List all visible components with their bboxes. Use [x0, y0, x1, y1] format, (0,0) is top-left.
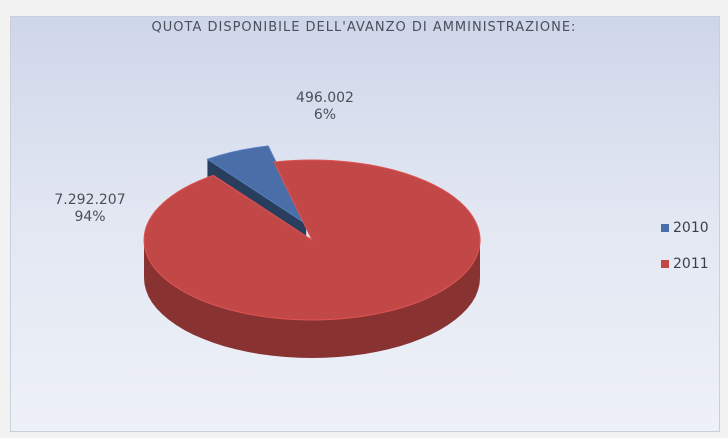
legend-label-2010: 2010: [673, 220, 709, 236]
data-label-2011-percent: 94%: [74, 209, 106, 225]
legend: 2010 2011: [661, 218, 709, 290]
data-label-2010-value: 496.002: [296, 90, 354, 106]
pie-side-2011-0: [144, 240, 480, 358]
legend-item-2011: 2011: [661, 254, 709, 274]
legend-item-2010: 2010: [661, 218, 709, 238]
pie-slice-2010: [206, 145, 308, 226]
data-label-2010-percent: 6%: [313, 107, 337, 123]
data-label-2010: 496.002 6%: [280, 90, 370, 124]
legend-swatch-2011: [661, 260, 669, 268]
chart-title: QUOTA DISPONIBILE DELL'AVANZO DI AMMINIS…: [151, 20, 577, 35]
data-label-2011: 7.292.207 94%: [38, 192, 142, 226]
data-label-2011-value: 7.292.207: [54, 192, 126, 208]
legend-swatch-2010: [661, 224, 669, 232]
legend-label-2011: 2011: [673, 256, 709, 272]
pie-slice-2011: [143, 159, 481, 321]
